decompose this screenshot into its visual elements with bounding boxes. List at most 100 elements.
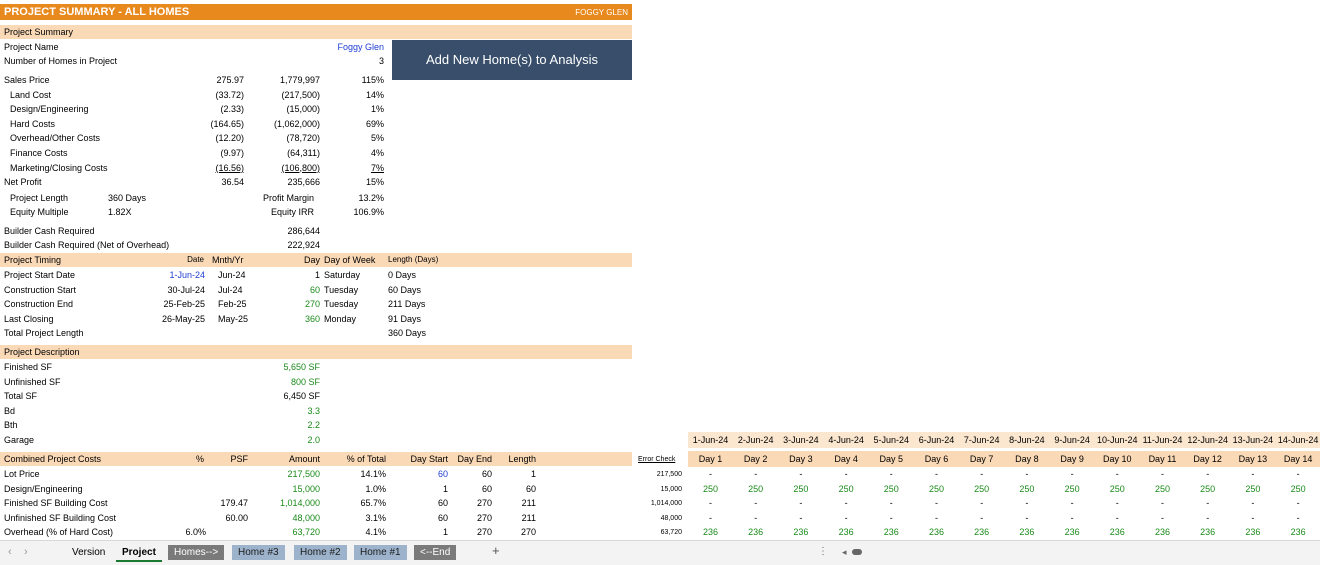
timeline-cell: - — [754, 498, 758, 509]
timing-row-dow: Tuesday — [324, 299, 359, 309]
equity-irr-label: Equity IRR — [270, 207, 314, 217]
sheet-tab[interactable]: Home #1 — [354, 545, 407, 560]
add-sheet-icon[interactable]: + — [492, 543, 500, 558]
timing-row-mnth: Jul-24 — [218, 284, 243, 295]
timeline-cell: 236 — [928, 527, 945, 538]
equity-multiple-label: Equity Multiple — [10, 207, 69, 217]
project-name-value[interactable]: Foggy Glen — [337, 42, 384, 52]
summary-row-psf: (16.56) — [215, 162, 244, 173]
project-length-value: 360 Days — [108, 193, 147, 203]
cash-required-value: 286,644 — [287, 226, 320, 236]
scroll-left-icon[interactable]: ‹ — [8, 546, 12, 558]
col-length: Length (Days) — [388, 255, 439, 264]
add-home-button[interactable]: Add New Home(s) to Analysis — [392, 40, 632, 80]
summary-row-label: Sales Price — [4, 75, 50, 85]
scroll-right-icon[interactable]: › — [24, 546, 28, 558]
col-day-end: Day End — [457, 454, 492, 464]
cost-row-pct: 6.0% — [185, 527, 206, 538]
timeline-cell: - — [1206, 512, 1210, 523]
timeline-date-header: 10-Jun-24 — [1097, 435, 1138, 445]
summary-row-psf: (12.20) — [215, 133, 244, 144]
timeline-cell: 250 — [1290, 483, 1306, 494]
equity-irr-value: 106.9% — [353, 207, 384, 217]
timeline-date-header: 5-Jun-24 — [873, 435, 910, 445]
homes-label: Number of Homes in Project — [4, 56, 118, 66]
cost-row-amount[interactable]: 15,000 — [292, 483, 320, 494]
sheet-tab[interactable]: Homes--> — [168, 545, 225, 560]
timing-row-date: 30-Jul-24 — [167, 284, 205, 295]
cost-row-label: Lot Price — [4, 469, 40, 479]
timeline-day-header: Day 13 — [1238, 454, 1268, 464]
col-pct: % — [195, 454, 204, 464]
sheet-tab-bar: ‹ › Version Project Homes--> Home #3 Home #2… — [0, 540, 1320, 565]
summary-row-amount: (1,062,000) — [273, 118, 320, 129]
timeline-cell: - — [844, 512, 848, 523]
summary-row-psf: 36.54 — [221, 177, 244, 188]
timing-row-label: Project Start Date — [4, 270, 76, 280]
cost-row-amount[interactable]: 1,014,000 — [279, 498, 320, 509]
cost-row-total: 1.0% — [365, 483, 386, 494]
timeline-cell: - — [1161, 498, 1164, 509]
cost-row-day-end: 60 — [481, 469, 492, 479]
sheet-tab[interactable]: Home #3 — [232, 545, 285, 560]
timing-row-label: Construction Start — [4, 284, 77, 295]
description-row-value[interactable]: 2.0 — [307, 435, 320, 445]
section-title: Project Summary — [4, 27, 74, 37]
more-options-icon[interactable]: ⋮ — [818, 546, 828, 557]
cost-row-amount[interactable]: 48,000 — [292, 512, 320, 523]
timeline-day-header: Day 4 — [834, 454, 858, 464]
horizontal-scrollbar-thumb[interactable] — [852, 549, 862, 555]
cost-row-total: 14.1% — [360, 469, 386, 479]
timeline-cell: - — [1296, 469, 1300, 479]
timing-row-date[interactable]: 1-Jun-24 — [169, 270, 205, 280]
description-row-value[interactable]: 5,650 SF — [283, 362, 320, 372]
timing-row-mnth: Jun-24 — [218, 270, 246, 280]
total-length-value: 360 Days — [388, 328, 427, 338]
cost-row-day-end: 60 — [481, 483, 492, 494]
sheet-tab[interactable]: Version — [72, 547, 106, 558]
sheet-tab[interactable]: Home #2 — [294, 545, 347, 560]
timeline-cell: - — [1070, 469, 1074, 479]
sheet-tab[interactable]: <--End — [414, 545, 457, 560]
timeline-cell: - — [1161, 512, 1164, 523]
summary-row-amount: 1,779,997 — [279, 75, 320, 85]
cost-row-length: 270 — [520, 527, 536, 538]
timing-row-dow: Tuesday — [324, 284, 359, 295]
cost-row-psf: 60.00 — [225, 512, 248, 523]
description-row-value[interactable]: 800 SF — [290, 376, 320, 387]
timeline-date-header: 1-Jun-24 — [692, 435, 729, 445]
summary-row-pct: 69% — [365, 118, 384, 129]
description-row-value[interactable]: 2.2 — [307, 420, 320, 431]
sheet-tab[interactable]: Project — [116, 545, 162, 562]
page-title: PROJECT SUMMARY - ALL HOMES — [4, 6, 190, 18]
cost-row-amount[interactable]: 217,500 — [287, 469, 320, 479]
timeline-cell: 250 — [1109, 483, 1125, 494]
timeline-day-header: Day 11 — [1148, 454, 1177, 464]
timing-row-day: 360 — [304, 313, 320, 324]
timeline-cell: 236 — [1200, 527, 1216, 538]
timeline-date-header: 4-Jun-24 — [828, 435, 864, 445]
timeline-date-header: 11-Jun-24 — [1142, 435, 1183, 445]
timing-row-label: Last Closing — [4, 313, 54, 324]
timeline-day-header: Day 3 — [789, 454, 813, 464]
description-row-label: Unfinished SF — [4, 376, 61, 387]
cost-row-amount[interactable]: 63,720 — [292, 527, 320, 538]
timeline-day-header: Day 9 — [1060, 454, 1084, 464]
error-check-value: 15,000 — [660, 485, 682, 493]
timeline-cell: 236 — [1290, 527, 1306, 538]
scroll-left-arrow-icon[interactable]: ◂ — [842, 547, 847, 557]
timeline-cell: - — [1206, 498, 1210, 509]
timeline-cell: - — [1025, 469, 1029, 479]
section-title: Combined Project Costs — [4, 454, 102, 464]
summary-row-pct: 14% — [365, 89, 384, 100]
description-row-value[interactable]: 3.3 — [307, 405, 320, 416]
timeline-cell: - — [844, 469, 848, 479]
timeline-cell: - — [799, 498, 803, 509]
cost-row-day-start[interactable]: 60 — [437, 469, 448, 479]
summary-row-label: Design/Engineering — [10, 104, 89, 115]
timeline-date-header: 2-Jun-24 — [737, 435, 774, 445]
description-row-value: 6,450 SF — [283, 391, 320, 402]
timeline-day-header: Day 2 — [743, 454, 768, 464]
timeline-cell: 250 — [1019, 483, 1035, 494]
timeline-cell: - — [980, 498, 984, 509]
